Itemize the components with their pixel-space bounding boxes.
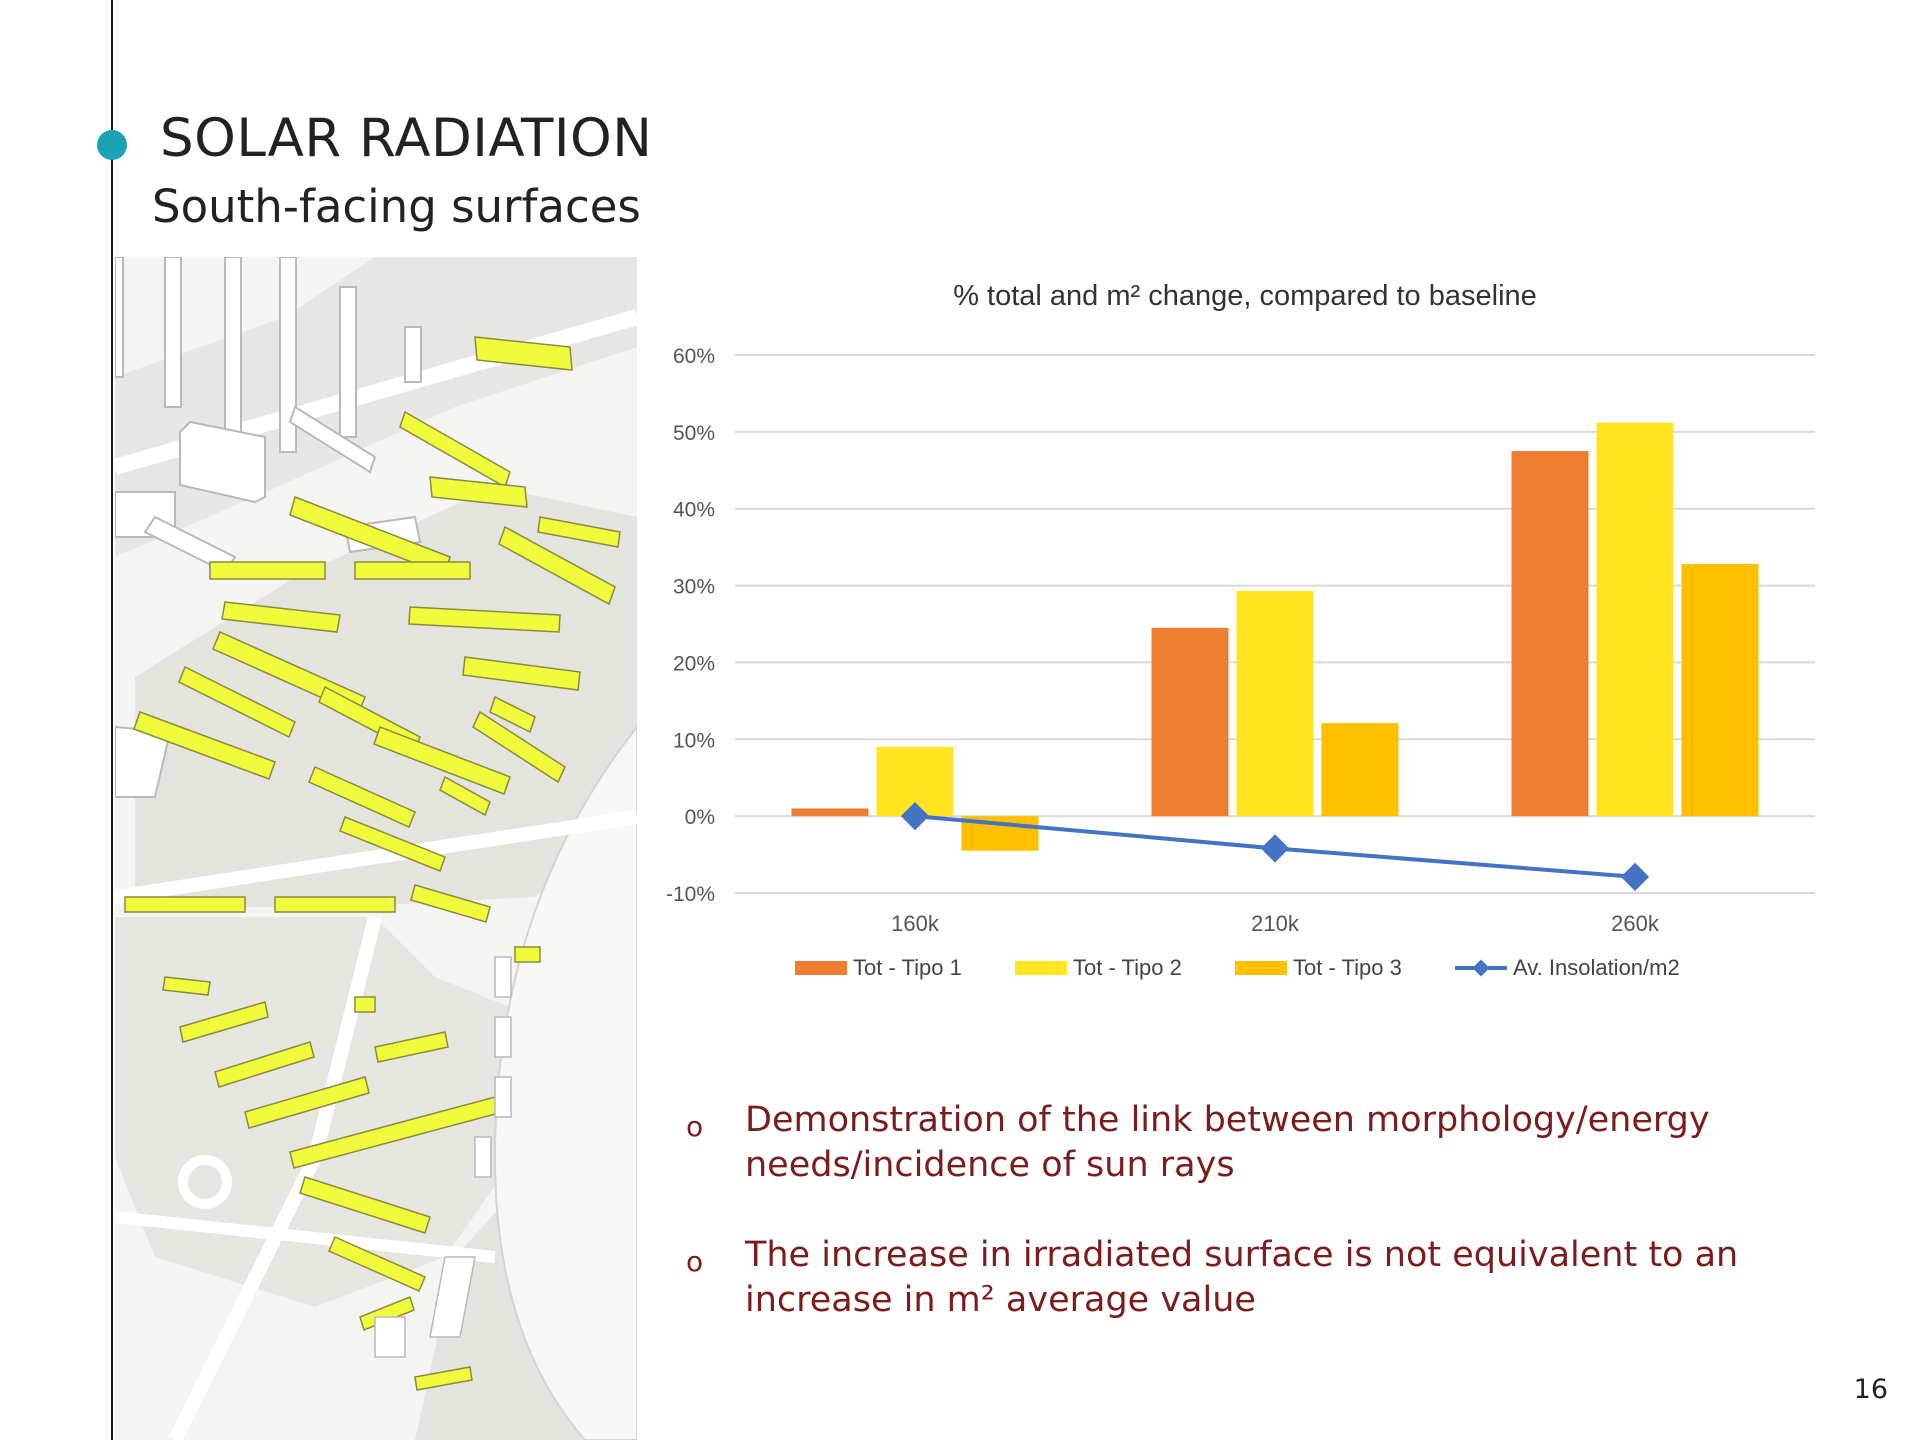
- title-bullet-dot: [97, 130, 127, 160]
- page-number: 16: [1853, 1374, 1888, 1405]
- line-point: [1620, 862, 1650, 892]
- legend-swatch: [1235, 961, 1287, 975]
- bar: [1151, 627, 1229, 817]
- y-tick-label: 30%: [673, 576, 715, 599]
- y-tick-label: 50%: [673, 422, 715, 445]
- slide-subtitle: South-facing surfaces: [152, 180, 641, 233]
- legend-label: Tot - Tipo 2: [1073, 955, 1182, 980]
- legend-swatch: [795, 961, 847, 975]
- y-tick-label: -10%: [666, 883, 715, 906]
- bullet-item: o Demonstration of the link between morp…: [680, 1098, 1840, 1188]
- y-tick-label: 10%: [673, 729, 715, 752]
- chart-title: % total and m² change, compared to basel…: [953, 280, 1537, 312]
- line-point: [900, 802, 930, 831]
- y-tick-label: 60%: [673, 345, 715, 368]
- legend-label: Av. Insolation/m2: [1513, 955, 1680, 980]
- bar: [1596, 422, 1674, 817]
- bullet-marker: o: [686, 1245, 704, 1278]
- bullet-text: Demonstration of the link between morpho…: [745, 1100, 1710, 1185]
- x-tick-label: 260k: [1611, 911, 1660, 936]
- bullet-item: o The increase in irradiated surface is …: [680, 1233, 1840, 1323]
- bullet-marker: o: [686, 1110, 704, 1143]
- y-tick-label: 20%: [673, 652, 715, 675]
- legend-label: Tot - Tipo 3: [1293, 955, 1402, 980]
- bullet-list: o Demonstration of the link between morp…: [680, 1098, 1840, 1368]
- x-tick-label: 160k: [891, 911, 940, 936]
- bar: [1681, 564, 1759, 817]
- legend-marker: [1472, 959, 1490, 977]
- combo-bar-line-chart: % total and m² change, compared to basel…: [666, 280, 1815, 980]
- bar: [791, 808, 869, 817]
- legend-swatch: [1015, 961, 1067, 975]
- bar: [1511, 451, 1589, 817]
- bar: [1321, 723, 1399, 817]
- legend-label: Tot - Tipo 1: [853, 955, 962, 980]
- x-tick-label: 210k: [1251, 911, 1300, 936]
- bar: [1236, 590, 1314, 817]
- line-point: [1260, 834, 1290, 863]
- y-tick-label: 0%: [685, 806, 715, 829]
- left-vertical-rule: [111, 0, 113, 1440]
- bullet-text: The increase in irradiated surface is no…: [745, 1235, 1739, 1320]
- city-blocks-3d-map: [115, 257, 637, 1440]
- slide-title: SOLAR RADIATION: [160, 108, 653, 169]
- y-tick-label: 40%: [673, 499, 715, 522]
